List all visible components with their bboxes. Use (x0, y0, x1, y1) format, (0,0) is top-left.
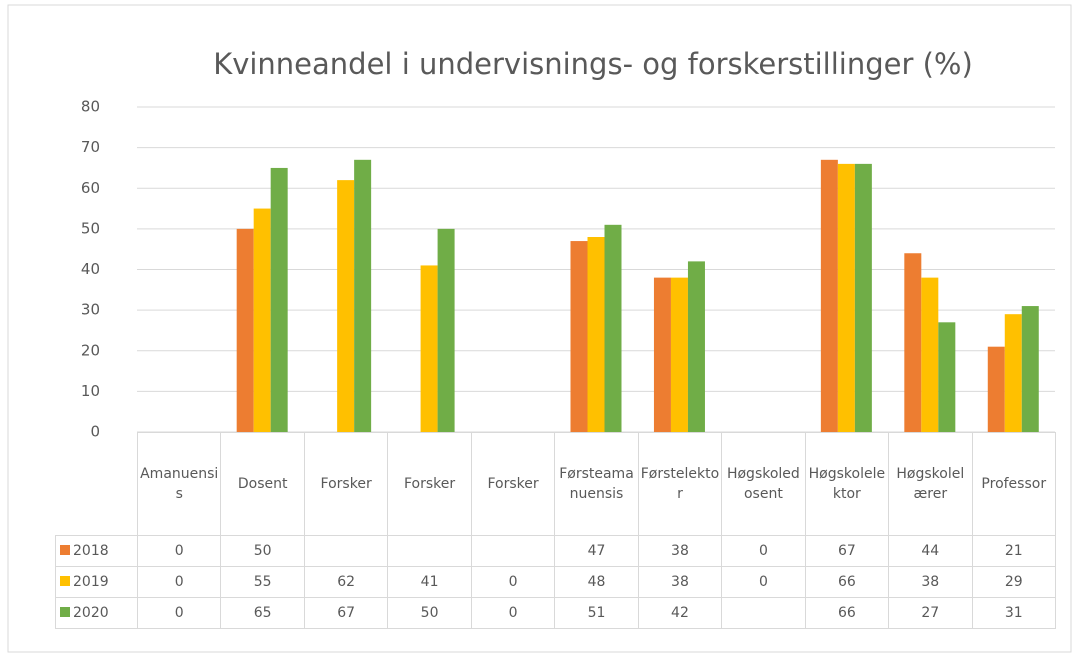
bar (854, 163, 872, 432)
value-cell: 0 (721, 535, 806, 567)
bar (653, 277, 671, 432)
y-tick-label: 80 (81, 98, 100, 116)
value-cell: 0 (470, 566, 556, 598)
value-cell: 0 (136, 597, 222, 629)
series-row: 2018 0 50 47 38 0 67 44 21 (55, 535, 1056, 567)
bar (1021, 306, 1039, 432)
y-tick-label: 50 (81, 219, 100, 237)
bar (604, 224, 622, 432)
value-cell (387, 535, 472, 567)
value-cell (470, 535, 556, 567)
value-cell: 48 (554, 566, 639, 598)
bar (337, 180, 355, 432)
bar (687, 261, 705, 432)
category-label: Forsker (303, 432, 389, 536)
value-cell: 50 (387, 597, 472, 629)
value-cell: 44 (888, 535, 973, 567)
legend-label: 2018 (73, 543, 109, 559)
value-cell: 66 (804, 597, 890, 629)
legend-swatch (60, 545, 70, 555)
category-label: Førstelektor (637, 432, 723, 536)
legend-swatch (60, 607, 70, 617)
value-cell: 41 (387, 566, 472, 598)
y-tick-label: 20 (81, 341, 100, 359)
value-cell: 38 (637, 535, 723, 567)
legend-entry: 2019 (55, 566, 138, 598)
bar (270, 167, 288, 432)
category-label: Dosent (220, 432, 305, 536)
bar (1004, 314, 1022, 432)
value-cell: 21 (971, 535, 1056, 567)
category-label: Professor (971, 432, 1056, 536)
chart-border (7, 4, 1072, 653)
value-cell: 38 (637, 566, 723, 598)
category-label: Forsker (387, 432, 472, 536)
value-cell: 55 (220, 566, 305, 598)
bar (253, 208, 271, 432)
value-cell: 0 (136, 535, 222, 567)
category-label: Høgskolelektor (804, 432, 890, 536)
header-row: Amanuensis Dosent Forsker Forsker Forsker Før… (55, 432, 1056, 536)
value-cell: 50 (220, 535, 305, 567)
chart-title: Kvinneandel i undervisnings- og forskers… (213, 47, 973, 81)
value-cell: 0 (136, 566, 222, 598)
bar (587, 237, 605, 432)
bar (354, 159, 372, 432)
value-cell (303, 535, 389, 567)
y-tick-label: 0 (90, 423, 100, 441)
y-tick-label: 30 (81, 301, 100, 319)
bar (670, 277, 688, 432)
legend-entry: 2020 (55, 597, 138, 629)
value-cell: 27 (888, 597, 973, 629)
legend-label: 2019 (73, 574, 109, 590)
category-label: Høgskolelærer (888, 432, 973, 536)
bar (904, 253, 922, 432)
series-row: 2020 0 65 67 50 0 51 42 66 27 31 (55, 597, 1056, 629)
value-cell: 47 (554, 535, 639, 567)
value-cell: 31 (971, 597, 1056, 629)
value-cell: 38 (888, 566, 973, 598)
value-cell: 42 (637, 597, 723, 629)
value-cell: 66 (804, 566, 890, 598)
value-cell: 67 (303, 597, 389, 629)
value-cell: 65 (220, 597, 305, 629)
bar (938, 322, 956, 432)
y-tick-label: 10 (81, 382, 100, 400)
category-label: Høgskoledosent (721, 432, 806, 536)
value-cell: 67 (804, 535, 890, 567)
bar (236, 228, 254, 432)
corner (55, 432, 138, 536)
value-cell: 29 (971, 566, 1056, 598)
bar (820, 159, 838, 432)
legend-entry: 2018 (55, 535, 138, 567)
y-tick-label: 60 (81, 179, 100, 197)
legend-swatch (60, 576, 70, 586)
category-label: Førsteamanuensis (554, 432, 639, 536)
category-label: Forsker (470, 432, 556, 536)
value-cell: 51 (554, 597, 639, 629)
data-table: Amanuensis Dosent Forsker Forsker Forsker Før… (55, 432, 1056, 629)
y-tick-label: 40 (81, 260, 100, 278)
bar (570, 241, 588, 432)
value-cell: 0 (721, 566, 806, 598)
y-tick-label: 70 (81, 138, 100, 156)
bar (437, 228, 455, 432)
bar (837, 163, 855, 432)
value-cell: 0 (470, 597, 556, 629)
bar (987, 346, 1005, 432)
value-cell: 62 (303, 566, 389, 598)
bar (921, 277, 939, 432)
value-cell (721, 597, 806, 629)
legend-label: 2020 (73, 605, 109, 621)
series-row: 2019 0 55 62 41 0 48 38 0 66 38 29 (55, 566, 1056, 598)
bar (420, 265, 438, 432)
category-label: Amanuensis (136, 432, 222, 536)
